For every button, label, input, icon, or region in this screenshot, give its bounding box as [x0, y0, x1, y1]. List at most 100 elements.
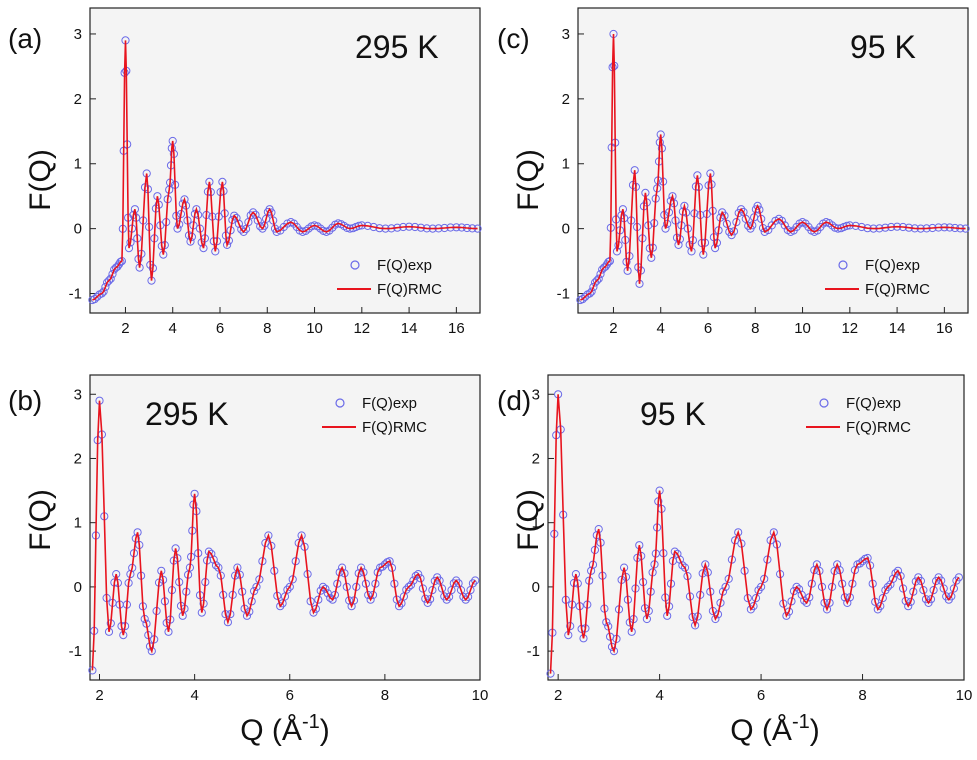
- y-tick-label-d-1: 0: [532, 579, 540, 596]
- exp-point-a-4: [97, 289, 106, 298]
- x-tick-label-c-2: 6: [704, 320, 712, 337]
- x-tick-label-d-0: 2: [554, 687, 562, 704]
- exp-point-b-95: [283, 585, 292, 594]
- y-tick-label-b-2: 1: [74, 515, 82, 532]
- x-tick-label-c-6: 14: [889, 320, 906, 337]
- y-axis-label-bottom-left: F(Q): [24, 489, 57, 551]
- panel-a: (a) 295 K 2 4 6 8 10 12 14 16-10123F(Q)expF(Q)R…: [8, 7, 482, 337]
- x-tick-label-c-1: 4: [657, 320, 665, 337]
- exp-point-b-133: [378, 562, 387, 571]
- legend-exp-label-a: F(Q)exp: [377, 257, 432, 274]
- exp-point-d-154: [909, 587, 918, 596]
- exp-point-d-133: [855, 559, 865, 568]
- x-axis-label-right: Q (Å-1): [730, 711, 819, 747]
- y-axis-label-bottom-right: F(Q): [512, 489, 545, 551]
- exp-point-b-92: [276, 602, 285, 611]
- panel-c-label: (c): [497, 23, 530, 54]
- exp-point-c-1: [578, 295, 587, 304]
- exp-point-c-9: [594, 274, 603, 283]
- y-tick-label-c-0: -1: [557, 286, 570, 303]
- x-tick-label-a-5: 12: [353, 320, 370, 337]
- exp-point-b-120: [347, 602, 356, 611]
- y-axis-label-top-left: F(Q): [24, 149, 57, 211]
- exp-point-b-84: [252, 582, 261, 592]
- exp-point-a-103: [246, 211, 255, 220]
- exp-point-a-72: [192, 205, 201, 214]
- exp-point-d-155: [911, 577, 920, 586]
- rmc-line-a: [92, 40, 478, 301]
- exp-point-c-101: [729, 227, 739, 236]
- x-axis-label-left-main: Q (Å: [240, 714, 302, 747]
- y-tick-label-b-1: 0: [74, 579, 82, 596]
- exp-point-b-68: [214, 563, 223, 572]
- y-tick-label-b-3: 2: [74, 450, 82, 467]
- legend-rmc-label-a: F(Q)RMC: [377, 281, 442, 298]
- legend-exp-label-b: F(Q)exp: [362, 395, 417, 412]
- x-tick-label-c-7: 16: [936, 320, 953, 337]
- y-tick-label-d-3: 2: [532, 450, 540, 467]
- exp-point-a-8: [104, 276, 114, 285]
- rmc-line-c: [580, 33, 966, 301]
- x-tick-label-a-2: 6: [216, 320, 224, 337]
- x-tick-label-b-1: 4: [190, 687, 198, 704]
- exp-point-b-128: [366, 595, 375, 604]
- exp-point-c-15: [604, 257, 613, 267]
- exp-point-c-6: [589, 282, 598, 292]
- exp-point-c-121: [777, 216, 787, 225]
- exp-point-d-106: [787, 597, 796, 606]
- exp-point-b-146: [409, 576, 418, 585]
- exp-point-d-142: [878, 594, 887, 603]
- panel-a-label: (a): [8, 23, 42, 54]
- exp-point-c-104: [737, 205, 746, 214]
- exp-point-b-66: [209, 555, 218, 564]
- exp-point-b-80: [242, 611, 252, 620]
- exp-point-d-169: [947, 592, 956, 601]
- exp-point-a-13: [113, 262, 122, 271]
- exp-point-d-153: [906, 597, 915, 607]
- exp-point-a-15: [116, 257, 125, 267]
- x-tick-label-d-3: 8: [858, 687, 866, 704]
- panel-b-label: (b): [8, 385, 42, 416]
- y-tick-label-d-0: -1: [527, 643, 540, 660]
- x-axis-label-right-exponent: -1: [792, 711, 810, 733]
- exp-point-b-168: [461, 595, 470, 604]
- legend-exp-marker-b: [335, 398, 345, 408]
- exp-point-c-112: [753, 201, 762, 210]
- exp-point-d-107: [789, 587, 799, 596]
- exp-point-b-88: [264, 531, 273, 540]
- exp-point-b-96: [285, 582, 294, 592]
- exp-point-a-6: [101, 282, 110, 292]
- exp-point-b-154: [428, 586, 437, 595]
- exp-point-b-164: [452, 576, 461, 585]
- x-tick-label-c-0: 2: [609, 320, 617, 337]
- y-tick-label-c-3: 2: [562, 91, 570, 108]
- x-tick-label-d-4: 10: [956, 687, 973, 704]
- x-tick-label-c-3: 8: [751, 320, 759, 337]
- x-tick-label-b-0: 2: [95, 687, 103, 704]
- exp-point-b-112: [328, 595, 337, 604]
- exp-point-c-13: [601, 262, 610, 271]
- exp-point-c-5: [587, 287, 596, 296]
- exp-point-a-134: [328, 223, 337, 232]
- exp-point-b-149: [416, 574, 425, 583]
- exp-point-c-122: [780, 221, 789, 230]
- exp-point-a-1: [90, 295, 99, 304]
- exp-point-d-146: [888, 574, 898, 584]
- exp-point-d-104: [782, 611, 791, 620]
- exp-point-d-170: [949, 584, 959, 593]
- legend-rmc-label-b: F(Q)RMC: [362, 419, 427, 436]
- x-tick-label-a-0: 2: [121, 320, 129, 337]
- exp-point-d-157: [916, 576, 926, 586]
- x-tick-label-a-4: 10: [306, 320, 323, 337]
- exp-point-d-94: [751, 594, 761, 603]
- y-tick-label-b-4: 3: [74, 386, 82, 403]
- y-tick-label-a-1: 0: [74, 221, 82, 238]
- exp-point-d-67: [678, 561, 687, 570]
- panel-b: (b) 295 K 2 4 6 8 10 -1 0 1 2 3 F(Q)exp F(Q)RMC: [8, 374, 488, 704]
- panel-c-background: [577, 7, 969, 314]
- exp-point-b-148: [414, 570, 423, 579]
- exp-point-d-152: [904, 602, 913, 611]
- panel-b-temperature: 295 K: [145, 396, 229, 432]
- exp-point-a-5: [99, 287, 108, 296]
- panel-d: (d) 95 K 2 4 6 8 10 -1 0 1 2 3 F(Q)exp F(Q)RMC: [497, 374, 973, 704]
